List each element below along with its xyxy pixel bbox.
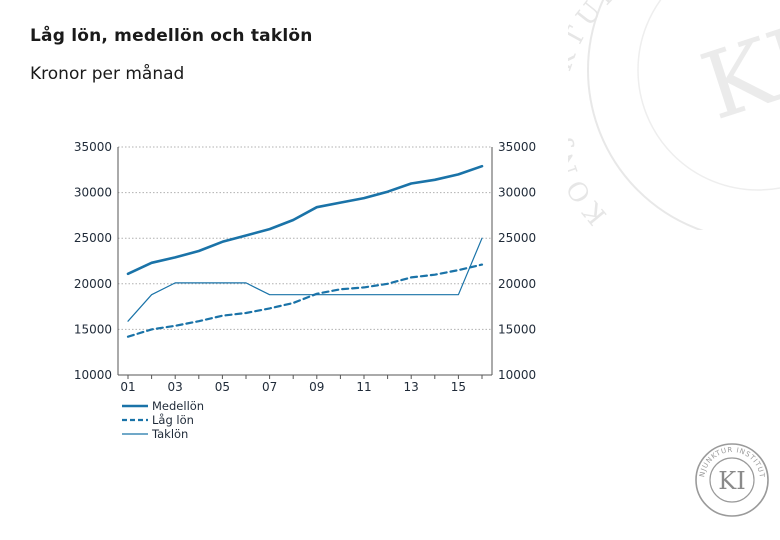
- y-tick-label-right: 30000: [498, 186, 536, 200]
- legend-label: Låg lön: [152, 413, 194, 427]
- y-tick-label-left: 10000: [74, 368, 112, 382]
- page-subtitle: Kronor per månad: [30, 64, 185, 84]
- y-tick-label-right: 15000: [498, 322, 536, 336]
- logo-initials: KI: [718, 467, 745, 495]
- legend-label: Medellön: [152, 399, 204, 413]
- ki-seal-watermark: KI KONJUNKTURINSTITUTET: [568, 0, 780, 230]
- y-tick-label-right: 20000: [498, 277, 536, 291]
- x-tick-label: 11: [356, 380, 371, 394]
- y-axis-left: 10000 15000 20000 25000 30000 35000: [74, 140, 119, 382]
- y-tick-label-right: 25000: [498, 231, 536, 245]
- ki-logo: KI KONJUNKTUR INSTITUTET: [692, 440, 769, 517]
- y-tick-label-left: 30000: [74, 186, 112, 200]
- x-tick-label: 01: [120, 380, 135, 394]
- y-tick-label-right: 35000: [498, 140, 536, 154]
- series-layer: [126, 164, 484, 338]
- y-tick-label-left: 35000: [74, 140, 112, 154]
- series-line-lag-lon: [126, 263, 484, 338]
- y-tick-label-left: 15000: [74, 322, 112, 336]
- x-tick-label: 03: [168, 380, 183, 394]
- page-title: Låg lön, medellön och taklön: [30, 26, 313, 46]
- y-tick-label-left: 20000: [74, 277, 112, 291]
- y-tick-label-right: 10000: [498, 368, 536, 382]
- x-tick-label: 09: [309, 380, 324, 394]
- gridlines: [118, 146, 492, 330]
- series-line-medellon: [126, 164, 484, 276]
- x-tick-label: 07: [262, 380, 277, 394]
- legend-label: Taklön: [151, 427, 188, 441]
- y-tick-label-left: 25000: [74, 231, 112, 245]
- series-line-taklon: [127, 237, 483, 322]
- x-axis: 01 03 05 07 09 11 13 15: [118, 374, 492, 394]
- x-tick-label: 05: [215, 380, 230, 394]
- x-tick-label: 15: [451, 380, 466, 394]
- x-tick-label: 13: [404, 380, 419, 394]
- y-axis-right: 10000 15000 20000 25000 30000 35000: [491, 140, 536, 382]
